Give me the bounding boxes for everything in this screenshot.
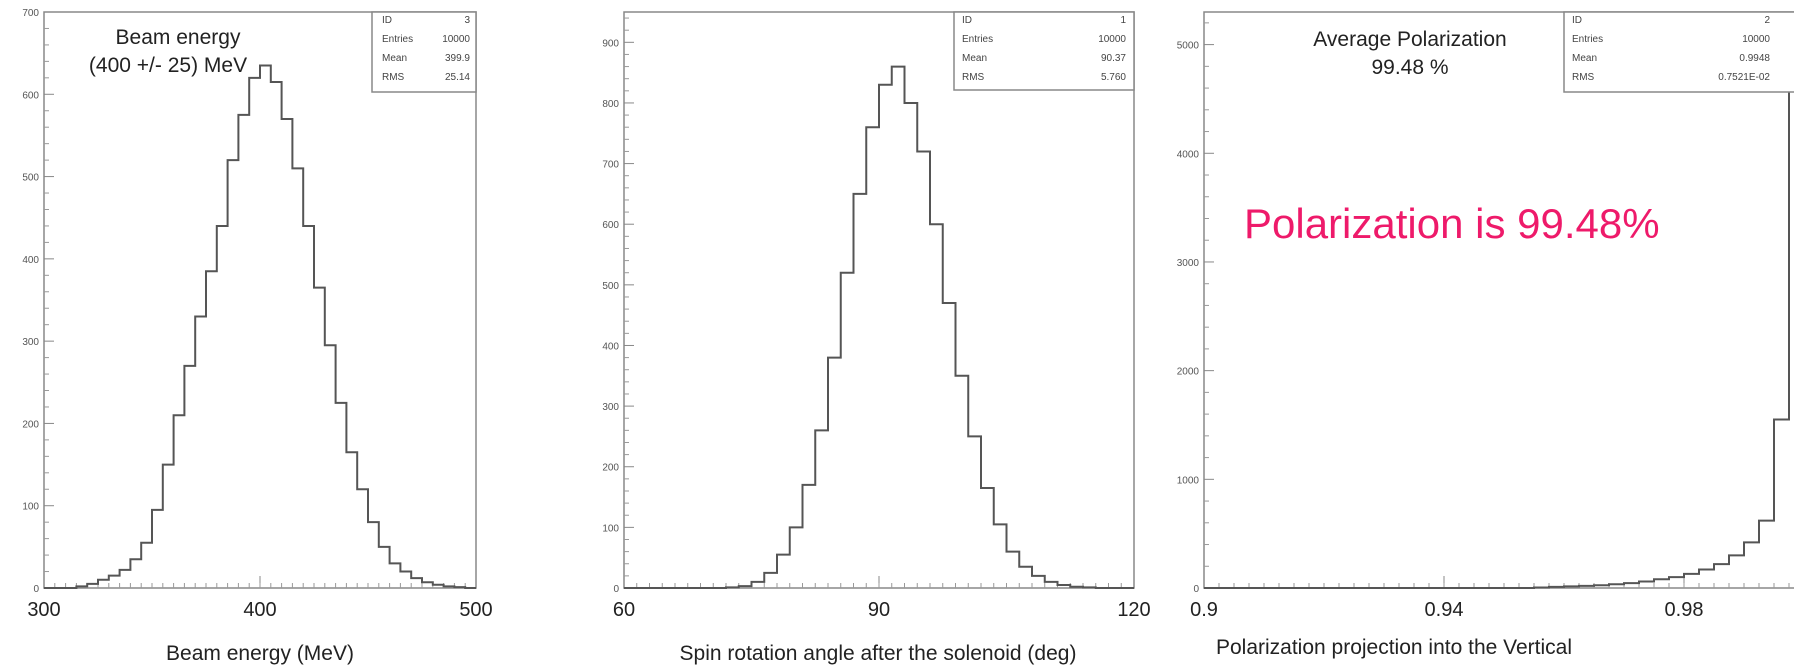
stats-label: RMS xyxy=(382,72,405,83)
y-tick-label: 2000 xyxy=(1177,367,1200,378)
y-tick-label: 500 xyxy=(602,281,619,292)
y-tick-label: 300 xyxy=(602,402,619,413)
stats-value: 2 xyxy=(1764,15,1770,26)
y-tick-label: 0 xyxy=(613,584,619,595)
y-tick-label: 900 xyxy=(602,38,619,49)
y-tick-label: 100 xyxy=(602,523,619,534)
x-axis-label: Polarization projection into the Vertica… xyxy=(1216,636,1572,659)
plot-frame xyxy=(1203,11,1794,589)
x-tick-label: 0.98 xyxy=(1665,599,1704,621)
stats-box: ID 2 Entries 10000 Mean 0.9948 RMS 0.7521E-02 xyxy=(1563,11,1794,93)
stats-label: ID xyxy=(382,15,392,26)
chart-title: Average Polarization xyxy=(1313,28,1506,51)
stats-value: 10000 xyxy=(1742,34,1770,45)
stats-label: ID xyxy=(1572,15,1582,26)
y-tick-label: 600 xyxy=(602,220,619,231)
y-tick-label: 0 xyxy=(1193,584,1199,595)
stats-value: 399.9 xyxy=(445,53,470,64)
stats-box: ID 1 Entries 10000 Mean 90.37 RMS 5.760 xyxy=(953,11,1135,91)
stats-label: RMS xyxy=(1572,72,1595,83)
panel-beam-energy: 0 100 200 300 400 500 600 700 300 400 500 ID 3 Entr… xyxy=(22,8,492,665)
chart-subtitle: (400 +/- 25) MeV xyxy=(89,54,247,77)
stats-value: 10000 xyxy=(442,34,470,45)
y-tick-label: 700 xyxy=(22,8,39,19)
x-tick-label: 90 xyxy=(868,599,890,621)
stats-label: Mean xyxy=(1572,53,1597,64)
y-tick-label: 600 xyxy=(22,90,39,101)
stats-label: Entries xyxy=(1572,34,1603,45)
y-tick-label: 5000 xyxy=(1177,41,1200,52)
x-tick-label: 0.94 xyxy=(1425,599,1464,621)
x-tick-label: 60 xyxy=(613,599,635,621)
y-tick-label: 100 xyxy=(22,502,39,513)
stats-value: 0.9948 xyxy=(1739,53,1770,64)
histogram-line xyxy=(1204,59,1794,589)
y-tick-label: 700 xyxy=(602,160,619,171)
y-tick-label: 200 xyxy=(22,419,39,430)
stats-label: RMS xyxy=(962,72,985,83)
y-axis: 0 100 200 300 400 500 600 700 xyxy=(22,8,54,595)
x-axis: 0.90.940.981 xyxy=(1190,576,1790,621)
stats-box: ID 3 Entries 10000 Mean 399.9 RMS 25.14 xyxy=(371,11,477,93)
histogram-line xyxy=(624,65,1134,589)
stats-value: 90.37 xyxy=(1101,53,1126,64)
x-tick-label: 500 xyxy=(459,599,492,621)
x-tick-label: 400 xyxy=(243,599,276,621)
y-tick-label: 3000 xyxy=(1177,258,1200,269)
y-tick-label: 500 xyxy=(22,173,39,184)
x-axis-label: Spin rotation angle after the solenoid (… xyxy=(680,642,1077,665)
y-tick-label: 800 xyxy=(602,99,619,110)
stats-value: 10000 xyxy=(1098,34,1126,45)
x-tick-label: 0.9 xyxy=(1190,599,1218,621)
stats-value: 25.14 xyxy=(445,72,470,83)
stats-value: 1 xyxy=(1120,15,1126,26)
x-tick-label: 120 xyxy=(1117,599,1150,621)
y-tick-label: 400 xyxy=(602,341,619,352)
chart-title: Beam energy xyxy=(116,26,241,49)
y-tick-label: 400 xyxy=(22,255,39,266)
y-tick-label: 200 xyxy=(602,463,619,474)
y-tick-label: 300 xyxy=(22,337,39,348)
x-axis: 60 90 120 xyxy=(613,576,1151,621)
histogram-line xyxy=(44,64,476,589)
chart-subtitle: 99.48 % xyxy=(1371,56,1448,79)
y-tick-label: 1000 xyxy=(1177,475,1200,486)
stats-label: Mean xyxy=(382,53,407,64)
plot-frame xyxy=(43,11,477,589)
x-axis-label: Beam energy (MeV) xyxy=(166,642,354,665)
stats-label: Entries xyxy=(962,34,993,45)
stats-value: 5.760 xyxy=(1101,72,1126,83)
x-tick-label: 300 xyxy=(27,599,60,621)
y-tick-label: 0 xyxy=(33,584,39,595)
stats-value: 0.7521E-02 xyxy=(1718,72,1770,83)
y-tick-label: 4000 xyxy=(1177,149,1200,160)
y-axis: 0 100 200 300 400 500 600 700 800 900 xyxy=(602,17,634,595)
stats-value: 3 xyxy=(464,15,470,26)
panel-spin-rotation: 0 100 200 300 400 500 600 700 800 900 60 90 120 ID 1… xyxy=(602,11,1151,665)
x-axis: 300 400 500 xyxy=(27,576,493,621)
stats-label: ID xyxy=(962,15,972,26)
stats-label: Entries xyxy=(382,34,413,45)
stats-label: Mean xyxy=(962,53,987,64)
polarization-annotation: Polarization is 99.48% xyxy=(1244,200,1660,247)
y-axis: 0 1000 2000 3000 4000 5000 xyxy=(1177,22,1214,595)
